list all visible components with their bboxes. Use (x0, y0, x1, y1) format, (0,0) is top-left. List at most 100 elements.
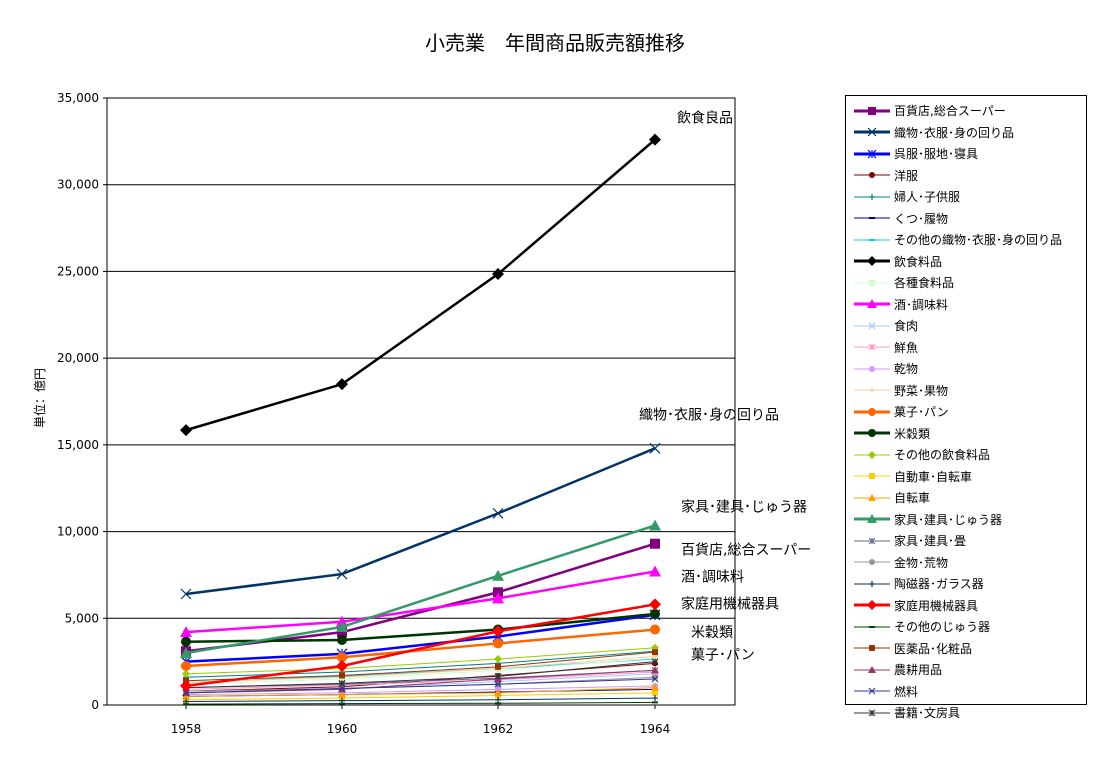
legend-swatch (854, 625, 890, 628)
legend-marker (867, 256, 877, 266)
data-point (651, 658, 659, 666)
legend-label: 飲食料品 (894, 254, 943, 269)
legend-swatch (854, 238, 890, 241)
legend-item-各種食料品: 各種食料品 (852, 272, 954, 293)
legend-item-米穀類: 米穀類 (852, 423, 930, 444)
data-point (339, 672, 345, 679)
data-point (336, 378, 348, 391)
legend-marker (869, 279, 875, 286)
legend-marker (869, 580, 875, 587)
legend-item-くつ-履物: くつ･履物 (852, 208, 948, 229)
legend-swatch (854, 537, 890, 544)
legend-label: 金物･荒物 (894, 555, 949, 570)
legend-item-家具-建具-畳: 家具･建具･畳 (852, 530, 966, 551)
legend-label: 織物･衣服･身の回り品 (894, 125, 1015, 140)
legend-label: 自動車･自転車 (894, 469, 973, 484)
series-陶磁器-ガラス器 (183, 695, 658, 705)
legend-item-婦人-子供服: 婦人･子供服 (852, 186, 960, 207)
legend-swatch (854, 580, 890, 587)
series-織物-衣服-身の回り品 (180, 442, 661, 600)
data-point (180, 646, 192, 658)
legend-label: 陶磁器･ガラス器 (894, 577, 984, 591)
legend-marker (869, 387, 875, 393)
legend-label: 呉服･服地･寝具 (894, 147, 979, 161)
data-point (652, 649, 658, 656)
data-point (493, 587, 503, 598)
data-point (495, 663, 501, 670)
legend-marker (867, 127, 877, 137)
legend-swatch (854, 106, 890, 115)
legend-marker (868, 106, 876, 115)
series-その他のじゅう器 (183, 701, 658, 706)
legend-item-自動車-自転車: 自動車･自転車 (852, 466, 972, 487)
series-医薬品-化粧品 (183, 649, 658, 684)
data-point (338, 690, 346, 698)
legend-label: くつ･履物 (894, 211, 949, 226)
y-tick-label: 35,000 (57, 91, 99, 105)
chart-title: 小売業 年間商品販売額推移 (425, 31, 685, 55)
plot-border (106, 97, 736, 706)
legend-marker (867, 149, 877, 158)
y-axis-ticks: 0 5,000 10,000 15,000 20,000 25,000 30,000 35,0… (57, 91, 107, 712)
legend-item-その他の織物-衣服-身の回り品: その他の織物･衣服･身の回り品 (852, 229, 1062, 250)
legend-label: 百貨店,総合スーパー (894, 104, 1006, 118)
plot-area (106, 97, 736, 706)
legend-label: 野菜･果物 (894, 383, 949, 398)
legend-item-食肉: 食肉 (852, 315, 918, 336)
legend: 百貨店,総合スーパー 織物･衣服･身の回り品 呉服･服地･寝具 洋服 婦人･子供服 くつ･… (845, 95, 1087, 720)
series-line (185, 678, 656, 694)
legend-item-書籍-文房具: 書籍･文房具 (852, 702, 960, 723)
legend-label: 書籍･文房具 (894, 706, 961, 720)
series-line (185, 628, 656, 668)
data-point (650, 538, 660, 549)
series-line (185, 570, 656, 634)
legend-label: 農耕用品 (894, 663, 943, 677)
series-家庭用機械器具 (180, 598, 661, 692)
data-point (652, 689, 658, 696)
data-point (651, 683, 659, 691)
legend-label: その他の飲食料品 (894, 448, 991, 462)
legend-swatch (854, 429, 890, 437)
legend-item-家庭用機械器具: 家庭用機械器具 (852, 595, 978, 616)
legend-swatch (854, 493, 890, 501)
legend-item-その他の飲食料品: その他の飲食料品 (852, 444, 990, 465)
annotation-label: 織物･衣服･身の回り品 (639, 407, 779, 423)
series-line (185, 697, 656, 703)
legend-item-乾物: 乾物 (852, 358, 918, 379)
series-line (185, 447, 656, 596)
series-line (185, 657, 656, 685)
data-point (494, 655, 502, 664)
legend-label: 鮮魚 (894, 340, 919, 355)
data-point (337, 634, 347, 645)
legend-swatch (854, 687, 890, 695)
series-line (185, 692, 656, 701)
data-point (650, 608, 660, 619)
series-line (185, 687, 656, 697)
legend-marker (869, 365, 875, 372)
legend-marker (868, 687, 876, 695)
data-point (493, 638, 503, 649)
legend-marker (867, 514, 877, 523)
legend-label: 各種食料品 (894, 276, 955, 290)
data-point (650, 624, 660, 635)
legend-label: 菓子･パン (894, 405, 949, 419)
x-tick-label: 1960 (327, 722, 358, 736)
legend-swatch (854, 172, 890, 178)
data-point (649, 442, 661, 454)
data-point (182, 689, 190, 697)
legend-swatch (854, 473, 890, 479)
series-line (185, 701, 656, 705)
legend-swatch (854, 387, 890, 393)
data-point (182, 669, 190, 678)
y-tick-label: 10,000 (57, 525, 99, 539)
legend-swatch (854, 665, 890, 673)
series-line (185, 685, 656, 696)
y-axis-label: 単位：億円 (32, 368, 47, 428)
legend-label: 医薬品･化粧品 (894, 641, 973, 656)
data-point (492, 592, 504, 604)
legend-swatch (854, 514, 890, 523)
y-tick-label: 20,000 (57, 351, 99, 365)
data-point (180, 679, 192, 692)
legend-marker (867, 299, 877, 308)
series-lines (180, 133, 661, 706)
